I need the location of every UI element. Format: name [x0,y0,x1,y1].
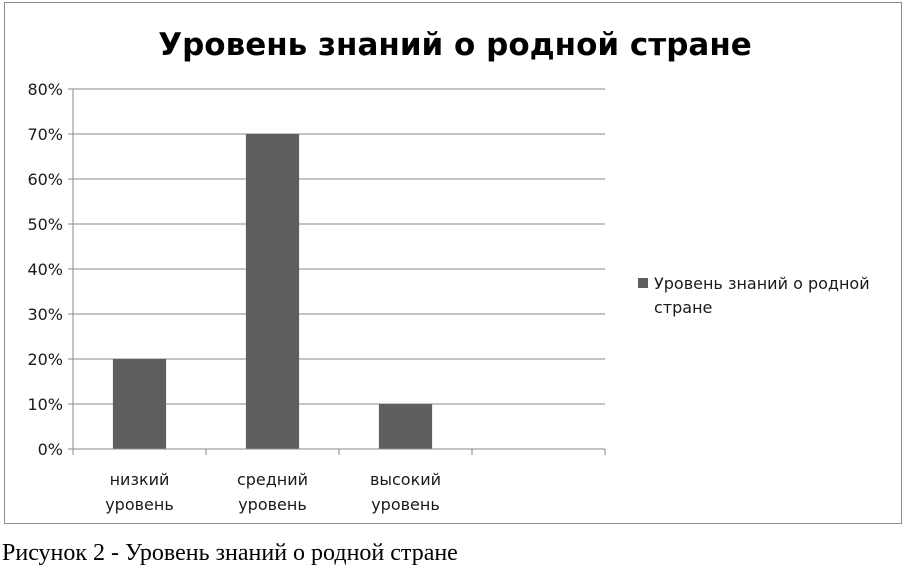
chart-area: Уровень знаний о родной стране 0% 10% 20% 3… [4,2,902,524]
chart-title: Уровень знаний о родной стране [158,27,752,63]
legend-label: стране [654,298,712,317]
y-tick-label: 20% [27,350,63,369]
x-category-label: уровень [238,495,307,514]
bar [378,404,433,449]
bars [112,134,433,449]
y-tick-label: 0% [38,440,63,459]
bar-chart: Уровень знаний о родной стране 0% 10% 20% 3… [27,27,870,514]
x-category-label: высокий [370,470,441,489]
x-category-label: уровень [105,495,174,514]
legend-swatch [638,278,648,288]
legend-label: Уровень знаний о родной [654,274,870,293]
y-axis-ticks: 0% 10% 20% 30% 40% 50% 60% 70% 80% [27,80,73,459]
figure-caption: Рисунок 2 - Уровень знаний о родной стра… [2,540,458,566]
axes [72,89,606,455]
grid-lines [73,88,605,405]
x-category-label: средний [237,470,308,489]
y-tick-label: 60% [27,170,63,189]
y-tick-label: 80% [27,80,63,99]
y-tick-label: 10% [27,395,63,414]
bar [245,134,300,449]
x-category-label: низкий [110,470,170,489]
y-tick-label: 70% [27,125,63,144]
y-tick-label: 30% [27,305,63,324]
x-category-label: уровень [371,495,440,514]
x-axis-categories: низкий уровень средний уровень высокий уровен… [105,470,441,514]
y-tick-label: 50% [27,215,63,234]
y-tick-label: 40% [27,260,63,279]
bar [112,359,167,449]
legend: Уровень знаний о родной стране [638,274,870,317]
